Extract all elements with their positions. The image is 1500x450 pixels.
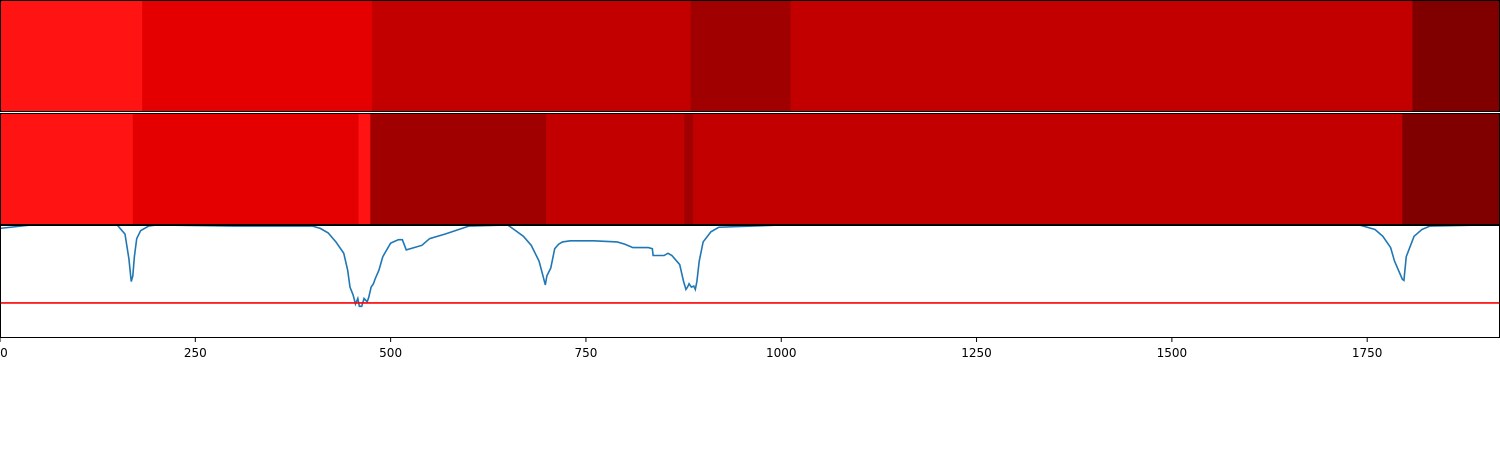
- x-tick-label: 1500: [1157, 346, 1188, 360]
- heatmap-strip-1-segment-5: [684, 113, 694, 225]
- x-tick-label: 1000: [766, 346, 797, 360]
- x-axis: 0 250 500 750 1000 1250 1500 1750: [0, 338, 1382, 360]
- x-tick-label: 1750: [1352, 346, 1383, 360]
- heatmap-strip-1-segment-0: [0, 113, 134, 225]
- heatmap-strip-0-segment-0: [0, 0, 143, 112]
- line-panel: [0, 224, 1500, 308]
- x-tick-label: 250: [184, 346, 207, 360]
- heatmap-strip-0-segment-3: [690, 0, 792, 112]
- heatmap-strip-1-segment-2: [358, 113, 371, 225]
- heatmap-strip-1-segment-3: [370, 113, 547, 225]
- heatmap-strip-1-segment-6: [692, 113, 1403, 225]
- heatmap-strip-top: [0, 0, 1500, 112]
- heatmap-strip-1-segment-1: [132, 113, 360, 225]
- heatmap-strip-bottom: [0, 113, 1500, 225]
- heatmap-strip-1-segment-7: [1402, 113, 1500, 225]
- x-tick-label: 1250: [961, 346, 992, 360]
- x-tick-label: 0: [0, 346, 8, 360]
- signal-line: [0, 224, 1500, 308]
- x-tick-label: 750: [574, 346, 597, 360]
- heatmap-strip-0-segment-1: [142, 0, 373, 112]
- heatmap-strip-0-segment-5: [1412, 0, 1500, 112]
- x-tick-label: 500: [379, 346, 402, 360]
- panel-frame-2: [0, 225, 1500, 338]
- heatmap-strip-0-segment-4: [790, 0, 1413, 112]
- heatmap-strip-0-segment-2: [371, 0, 692, 112]
- heatmap-strip-1-segment-4: [546, 113, 685, 225]
